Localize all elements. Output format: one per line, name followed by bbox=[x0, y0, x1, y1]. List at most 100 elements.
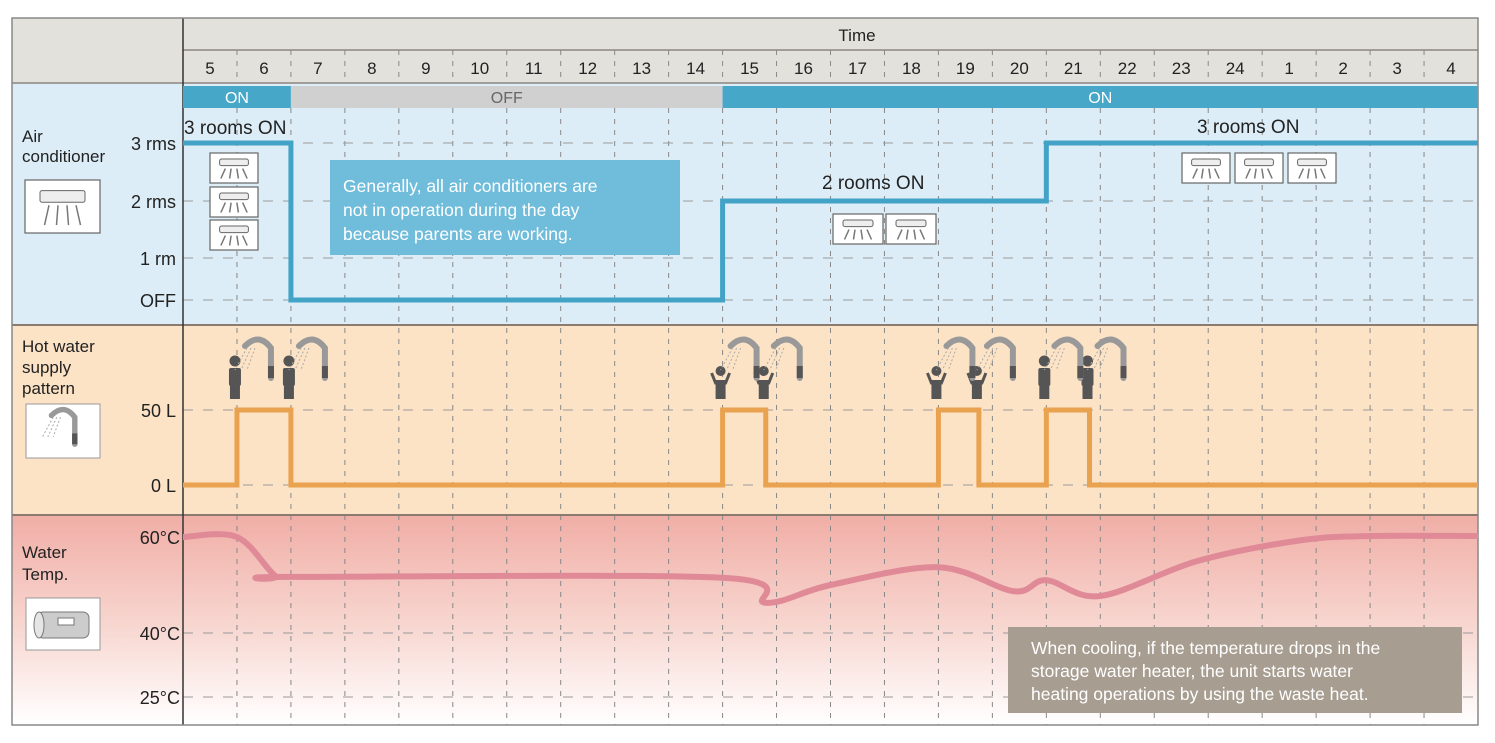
icon-airflow bbox=[1319, 168, 1326, 179]
icon-airflow bbox=[220, 235, 227, 246]
shower-head-icon bbox=[720, 336, 760, 381]
icon-airflow bbox=[236, 168, 240, 179]
shower-icon bbox=[25, 403, 101, 459]
hot-water-line bbox=[183, 407, 1478, 488]
person-legs bbox=[1039, 385, 1050, 399]
status-segment-on bbox=[722, 86, 1478, 108]
icon-airflow bbox=[1261, 168, 1265, 179]
icon-frame bbox=[209, 152, 259, 184]
hour-label: 1 bbox=[1284, 59, 1293, 78]
shower-spray bbox=[1043, 347, 1057, 371]
icon-airflow bbox=[1253, 168, 1257, 179]
shower-spray bbox=[763, 347, 777, 371]
person-legs bbox=[229, 385, 240, 399]
shower-head-icon bbox=[763, 336, 803, 381]
shower-spray bbox=[234, 347, 248, 371]
icon-airflow bbox=[1245, 168, 1252, 179]
hour-label: 19 bbox=[956, 59, 975, 78]
temp-title: Temp. bbox=[22, 565, 68, 584]
shower-head-icon bbox=[234, 336, 274, 381]
child-person-icon bbox=[710, 366, 731, 399]
shower-spray bbox=[288, 347, 302, 371]
ac-title: Air bbox=[22, 127, 43, 146]
hot-water-title: pattern bbox=[22, 379, 75, 398]
status-label: ON bbox=[1088, 90, 1112, 107]
icon-airflow bbox=[1306, 168, 1310, 179]
air-conditioner-icon bbox=[1287, 152, 1337, 184]
temp-tick-label: 25°C bbox=[140, 688, 180, 708]
hour-label: 6 bbox=[259, 59, 268, 78]
person-body bbox=[1038, 368, 1051, 386]
shower-spray bbox=[1093, 347, 1104, 371]
icon-frame bbox=[209, 186, 259, 218]
person-body bbox=[758, 380, 769, 399]
shower-pipe bbox=[48, 406, 78, 447]
ac-tick-label: 2 rms bbox=[131, 192, 176, 212]
hour-label: 14 bbox=[686, 59, 705, 78]
hour-label: 5 bbox=[205, 59, 214, 78]
ac-callout: Generally, all air conditioners are not … bbox=[330, 160, 680, 255]
callout-text: When cooling, if the temperature drops i… bbox=[1031, 638, 1380, 658]
axis-ticks: 3 rms 2 rms 1 rm OFF 50 L 0 L 60°C 40°C 25°C bbox=[131, 134, 180, 708]
icon-airflow bbox=[55, 205, 59, 226]
adult-person-icon bbox=[1081, 355, 1094, 399]
hour-label: 2 bbox=[1338, 59, 1347, 78]
icon-airflow bbox=[919, 229, 926, 240]
icon-airflow bbox=[66, 205, 70, 226]
hour-label: 8 bbox=[367, 59, 376, 78]
hour-label: 4 bbox=[1446, 59, 1455, 78]
callout-text: heating operations by using the waste he… bbox=[1031, 684, 1369, 704]
hour-labels: 5 6 7 8 9 10 11 12 13 14 15 16 17 18 19 20 21 22 23 24 1 2 3 4 bbox=[205, 59, 1456, 78]
icon-unit bbox=[1297, 158, 1327, 167]
shower-head-icon bbox=[288, 336, 328, 381]
icon-airflow bbox=[913, 229, 917, 240]
icon-unit bbox=[842, 219, 874, 228]
shower-pipe bbox=[983, 336, 1016, 381]
icon-frame bbox=[209, 219, 259, 251]
shower-spray bbox=[976, 347, 990, 371]
temp-title: Water bbox=[22, 543, 67, 562]
chart-marks bbox=[182, 140, 1479, 606]
adult-person-icon bbox=[1038, 355, 1051, 399]
icon-airflow bbox=[241, 235, 248, 246]
hot-water-tick-label: 0 L bbox=[151, 476, 176, 496]
hour-label: 9 bbox=[421, 59, 430, 78]
shower-head-icon bbox=[1043, 336, 1084, 381]
icon-airflow bbox=[860, 229, 864, 240]
icon-frame bbox=[832, 213, 884, 245]
shower-pipe bbox=[770, 336, 803, 381]
air-conditioner-icon bbox=[1181, 152, 1231, 184]
icon-frame bbox=[885, 213, 937, 245]
ac-tick-label: OFF bbox=[140, 291, 176, 311]
person-head bbox=[758, 366, 769, 376]
air-conditioner-icon bbox=[209, 152, 259, 184]
ac-tick-label: 1 rm bbox=[140, 249, 176, 269]
icon-unit bbox=[1191, 158, 1221, 167]
shower-head-icon bbox=[935, 336, 976, 381]
hot-water-title: Hot water bbox=[22, 337, 95, 356]
icon-airflow bbox=[1266, 168, 1273, 179]
icon-airflow bbox=[236, 202, 240, 213]
shower-spray bbox=[935, 347, 949, 371]
person-head bbox=[229, 355, 241, 367]
shower-head-icon bbox=[41, 406, 78, 447]
callout-text: not in operation during the day bbox=[343, 200, 580, 220]
icon-airflow bbox=[43, 205, 50, 226]
hot-water-tick-label: 50 L bbox=[141, 401, 176, 421]
icon-airflow bbox=[852, 229, 856, 240]
child-person-icon bbox=[926, 366, 947, 399]
air-conditioner-icon bbox=[24, 179, 101, 234]
hour-label: 16 bbox=[794, 59, 813, 78]
air-conditioner-icon bbox=[1234, 152, 1284, 184]
person-body bbox=[282, 368, 295, 386]
icon-airflow bbox=[220, 202, 227, 213]
shower-head-icon bbox=[1087, 336, 1127, 381]
icon-airflow bbox=[241, 202, 248, 213]
time-label: Time bbox=[838, 26, 875, 45]
callout-text: storage water heater, the unit starts wa… bbox=[1031, 661, 1353, 681]
diagram-border bbox=[11, 17, 1479, 726]
air-conditioner-icon bbox=[832, 213, 884, 245]
person-head bbox=[1082, 355, 1093, 367]
shower-pipe bbox=[727, 336, 760, 381]
icon-airflow bbox=[1208, 168, 1212, 179]
